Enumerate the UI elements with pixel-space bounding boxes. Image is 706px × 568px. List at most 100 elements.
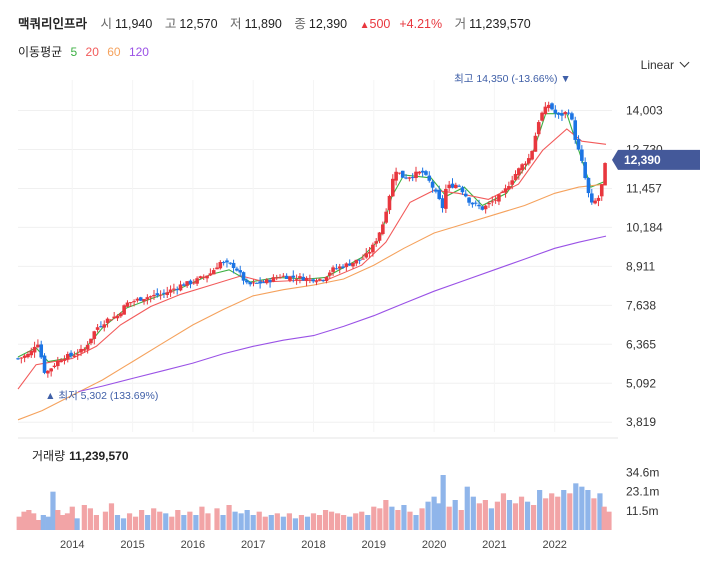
candle-up <box>497 194 501 202</box>
volume-bar <box>371 506 377 530</box>
volume-bar <box>395 510 401 530</box>
volume-bar <box>45 516 51 530</box>
candle-down <box>589 193 594 203</box>
volume-bar <box>359 511 365 530</box>
ma-120-label[interactable]: 120 <box>128 45 149 59</box>
candle-down <box>231 262 236 269</box>
volume-bar <box>81 505 87 530</box>
candle-up <box>29 350 34 356</box>
candle-up <box>523 163 528 165</box>
candle-up <box>507 186 511 190</box>
candle-up <box>89 338 93 344</box>
candle-down <box>162 292 166 294</box>
volume-bar <box>199 506 205 530</box>
candle-up <box>215 267 219 270</box>
candle-up <box>62 359 67 361</box>
candle-down <box>284 275 289 279</box>
volume-bar <box>322 510 329 530</box>
volume-bar <box>549 493 555 530</box>
volume-bar <box>543 498 549 530</box>
candle-down <box>39 344 44 358</box>
candle-down <box>460 187 465 193</box>
candle-down <box>69 352 73 356</box>
volume-bar <box>187 511 193 530</box>
volume-bar <box>250 515 256 530</box>
candle-up <box>407 177 412 179</box>
candle-up <box>367 251 372 254</box>
low-value: 11,890 <box>244 17 282 31</box>
volume-bar <box>524 501 531 530</box>
x-tick-label: 2016 <box>181 539 205 551</box>
candle-down <box>311 279 315 282</box>
volume-bar <box>35 520 42 530</box>
up-triangle-icon: ▲ <box>359 20 370 31</box>
candle-up <box>493 199 498 201</box>
volume-tick-label: 23.1m <box>626 485 659 499</box>
volume-bar <box>482 500 488 530</box>
candle-down <box>440 198 445 209</box>
candle-down <box>463 193 468 197</box>
ma-60-label[interactable]: 60 <box>107 45 121 59</box>
ma-60-line <box>17 183 607 421</box>
volume-bar <box>193 515 199 530</box>
candle-down <box>182 284 186 286</box>
volume-panel-label: 거래량 <box>32 449 66 463</box>
candle-down <box>291 275 296 278</box>
candle-down <box>341 266 345 268</box>
price-axis: 14,00312,73011,45710,1848,9117,6386,3655… <box>626 104 663 430</box>
candle-up <box>95 327 100 330</box>
candle-down <box>570 113 574 120</box>
candle-up <box>82 349 87 351</box>
y-tick-label: 7,638 <box>626 298 656 312</box>
volume-bar <box>476 503 482 530</box>
volume-panel-title: 거래량 11,239,570 <box>32 447 129 464</box>
y-tick-label: 5,092 <box>626 376 656 390</box>
current-price-tag: 12,390 <box>612 149 700 170</box>
candle-up <box>397 172 402 174</box>
candle-down <box>42 355 47 373</box>
x-tick-label: 2018 <box>301 539 325 551</box>
candle-up <box>294 279 299 281</box>
ma-5-label[interactable]: 5 <box>70 45 78 59</box>
volume-bar <box>413 515 419 530</box>
volume-bar <box>365 515 371 530</box>
volume-bar <box>353 513 359 530</box>
candle-down <box>248 282 252 285</box>
volume-bar <box>126 513 133 530</box>
candle-up <box>417 171 422 174</box>
volume-bar <box>488 508 494 530</box>
candle-up <box>361 258 365 260</box>
candle-up <box>205 275 209 279</box>
ma-legend-label: 이동평균 <box>18 45 63 59</box>
candle-up <box>102 324 107 328</box>
min-marker-label: ▲ 최저 5,302 (133.69%) <box>45 390 158 402</box>
volume-bar <box>214 508 220 530</box>
volume-bar <box>151 508 157 530</box>
candle-down <box>221 262 226 264</box>
price-tag-box <box>612 149 700 170</box>
scale-label: Linear <box>640 58 674 72</box>
candle-up <box>517 168 521 176</box>
scale-toggle[interactable]: Linear <box>640 57 690 72</box>
candle-up <box>526 158 531 164</box>
candle-up <box>158 294 163 296</box>
candle-down <box>410 177 415 179</box>
volume-bar <box>280 516 286 530</box>
candle-down <box>238 270 243 273</box>
volume-bar <box>436 503 442 530</box>
candle-up <box>288 276 292 281</box>
candle-up <box>374 241 379 244</box>
volume-bar <box>157 511 163 530</box>
volume-bar <box>458 510 464 530</box>
candle-up <box>109 319 113 321</box>
candle-up <box>218 262 223 269</box>
candle-up <box>324 276 329 282</box>
candle-down <box>480 206 485 210</box>
volume-bar <box>470 496 476 530</box>
candle-up <box>278 277 282 279</box>
candle-up <box>211 270 216 275</box>
volume-bar <box>226 505 232 530</box>
ma-20-label[interactable]: 20 <box>85 45 99 59</box>
y-tick-label: 8,911 <box>626 259 655 273</box>
